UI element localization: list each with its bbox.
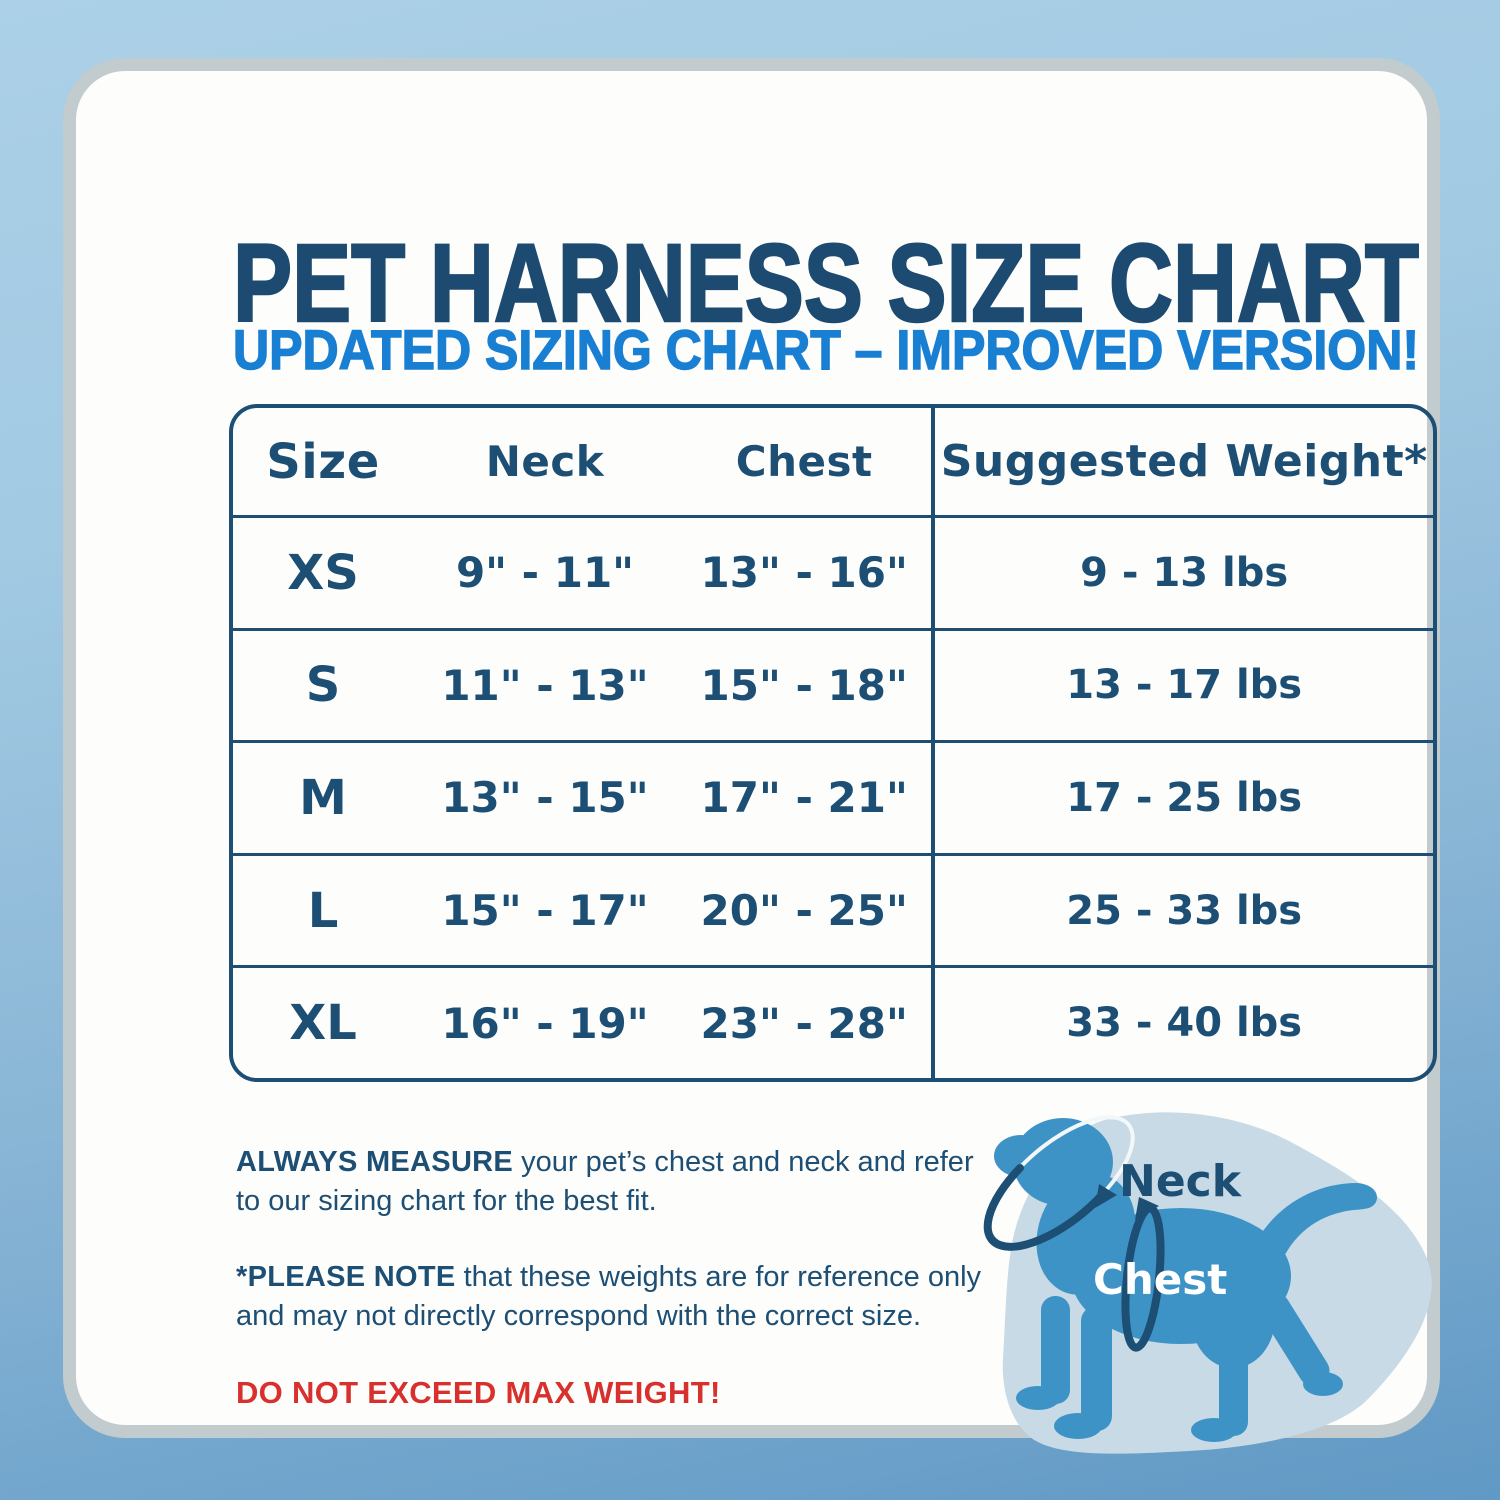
chest-value: 13" - 16" — [700, 548, 908, 598]
table-header-row: Size Neck Chest Suggested Weight* — [233, 408, 1433, 515]
title-block: PET HARNESS SIZE CHART UPDATED SIZING CH… — [233, 229, 1419, 382]
dog-front-leg-near — [1081, 1306, 1112, 1431]
dog-measurement-illustration: Neck Chest — [983, 1112, 1432, 1454]
max-weight-warning: DO NOT EXCEED MAX WEIGHT! — [236, 1375, 721, 1410]
table-row-l: L 15" - 17" 20" - 25" 25 - 33 lbs — [233, 852, 1433, 966]
dog-front-paw-near — [1054, 1413, 1102, 1439]
note-line: and may not directly correspond with the… — [236, 1300, 922, 1332]
note-lead-bold: *PLEASE NOTE — [236, 1261, 456, 1293]
dog-muzzle-shape — [994, 1135, 1048, 1177]
note-line: ALWAYS MEASURE your pet’s chest and neck… — [236, 1143, 996, 1182]
column-header-chest: Chest — [735, 437, 873, 486]
note-line: to our sizing chart for the best fit. — [236, 1185, 657, 1217]
neck-label: Neck — [1119, 1156, 1243, 1207]
neck-value: 11" - 13" — [441, 660, 649, 710]
table-row-m: M 13" - 15" 17" - 21" 17 - 25 lbs — [233, 740, 1433, 853]
neck-value: 13" - 15" — [441, 773, 649, 823]
note-please-note: *PLEASE NOTE that these weights are for … — [236, 1258, 996, 1336]
weight-value: 17 - 25 lbs — [931, 743, 1433, 853]
size-value: XL — [289, 995, 357, 1052]
neck-value: 9" - 11" — [455, 548, 635, 598]
table-row-s: S 11" - 13" 15" - 18" 13 - 17 lbs — [233, 627, 1433, 741]
weight-value: 33 - 40 lbs — [931, 968, 1433, 1078]
neck-measure-loop-navy — [983, 1164, 1106, 1251]
note-lead-bold: ALWAYS MEASURE — [236, 1146, 514, 1178]
size-value: M — [299, 769, 347, 826]
note-always-measure: ALWAYS MEASURE your pet’s chest and neck… — [236, 1143, 996, 1221]
column-header-size: Size — [266, 433, 380, 490]
note-line: *PLEASE NOTE that these weights are for … — [236, 1258, 996, 1297]
dog-front-leg-far — [1041, 1296, 1070, 1404]
neck-value: 16" - 19" — [441, 998, 649, 1048]
neck-value: 15" - 17" — [441, 886, 649, 936]
column-header-weight: Suggested Weight* — [931, 408, 1433, 515]
chest-value: 17" - 21" — [700, 773, 908, 823]
table-row-xs: XS 9" - 11" 13" - 16" 9 - 13 lbs — [233, 515, 1433, 628]
dog-hind-paw-far — [1303, 1372, 1343, 1396]
chest-loop-arrow-icon — [1135, 1197, 1159, 1220]
chest-label: Chest — [1093, 1255, 1227, 1304]
dog-front-paw-far — [1016, 1386, 1060, 1410]
page-subtitle: UPDATED SIZING CHART – IMPROVED VERSION! — [233, 318, 1419, 381]
notes-section: ALWAYS MEASURE your pet’s chest and neck… — [236, 1143, 996, 1412]
size-value: XS — [287, 544, 359, 601]
note-text: that these weights are for reference onl… — [455, 1261, 982, 1293]
weight-value: 13 - 17 lbs — [931, 630, 1433, 741]
weight-value: 9 - 13 lbs — [931, 518, 1433, 628]
size-chart-table: Size Neck Chest Suggested Weight* XS 9" … — [229, 404, 1437, 1082]
dog-silhouette-icon — [994, 1118, 1378, 1442]
neck-loop-arrow-icon — [1095, 1184, 1117, 1208]
size-value: S — [305, 657, 341, 714]
dog-hind-paw-near — [1191, 1418, 1237, 1442]
chest-value: 15" - 18" — [700, 660, 908, 710]
dog-hind-leg-far — [1259, 1293, 1330, 1387]
chest-value: 20" - 25" — [700, 886, 908, 936]
dog-hind-thigh-shape — [1191, 1268, 1275, 1368]
content-card: PET HARNESS SIZE CHART UPDATED SIZING CH… — [63, 58, 1440, 1454]
table-row-xl: XL 16" - 19" 23" - 28" 33 - 40 lbs — [233, 965, 1433, 1078]
size-value: L — [307, 882, 339, 939]
page-title: PET HARNESS SIZE CHART — [233, 229, 1419, 345]
dog-tail-shape — [1253, 1183, 1378, 1270]
dog-hind-leg-near — [1219, 1346, 1248, 1436]
chest-value: 23" - 28" — [700, 998, 908, 1048]
note-text: your pet’s chest and neck and refer — [513, 1146, 974, 1178]
column-header-neck: Neck — [485, 437, 605, 486]
weight-value: 25 - 33 lbs — [931, 855, 1433, 966]
